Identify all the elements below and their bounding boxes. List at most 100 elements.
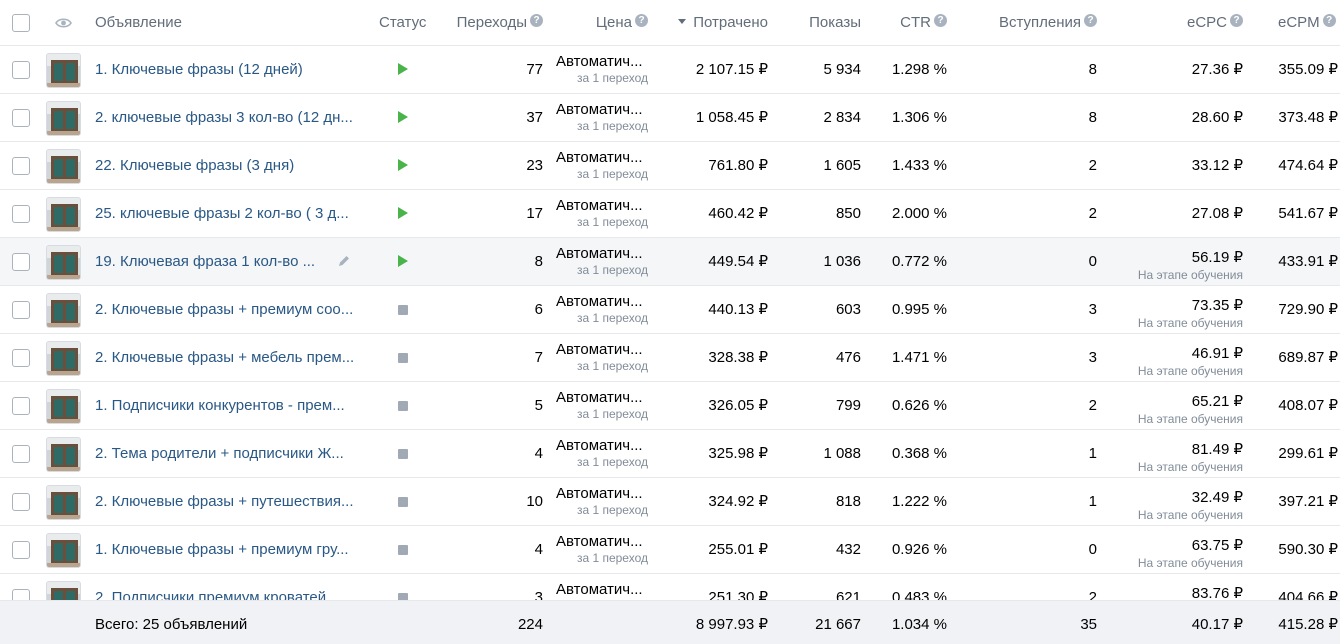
status-stopped-icon[interactable] bbox=[398, 401, 408, 411]
price-cell[interactable]: Автоматич...за 1 переход bbox=[556, 341, 648, 373]
ecpm-value: 397.21 ₽ bbox=[1278, 493, 1338, 510]
ad-thumbnail[interactable] bbox=[46, 533, 81, 568]
clicks-value: 37 bbox=[526, 109, 543, 126]
table-row[interactable]: 2. Тема родители + подписчики Ж... 4 Автом… bbox=[0, 430, 1340, 478]
help-icon[interactable]: ? bbox=[530, 14, 543, 27]
row-checkbox[interactable] bbox=[12, 109, 30, 127]
ad-name-link[interactable]: 2. Ключевые фразы + мебель прем... bbox=[95, 349, 355, 366]
table-row[interactable]: 2. Ключевые фразы + премиум соо... 6 Автом… bbox=[0, 286, 1340, 334]
price-cell[interactable]: Автоматич...за 1 переход bbox=[556, 293, 648, 325]
ad-name-link[interactable]: 2. Тема родители + подписчики Ж... bbox=[95, 445, 344, 462]
price-cell[interactable]: Автоматич...за 1 переход bbox=[556, 197, 648, 229]
help-icon[interactable]: ? bbox=[934, 14, 947, 27]
ecpm-value: 689.87 ₽ bbox=[1278, 349, 1338, 366]
ad-name-link[interactable]: 2. Ключевые фразы + премиум соо... bbox=[95, 301, 354, 318]
row-checkbox[interactable] bbox=[12, 157, 30, 175]
ad-name-link[interactable]: 25. ключевые фразы 2 кол-во ( 3 д... bbox=[95, 205, 349, 222]
joins-value: 8 bbox=[1088, 61, 1097, 78]
col-ctr[interactable]: CTR? bbox=[870, 0, 947, 46]
status-running-icon[interactable] bbox=[398, 159, 408, 171]
select-all-checkbox[interactable] bbox=[12, 14, 30, 32]
table-row[interactable]: 22. Ключевые фразы (3 дня) 23 Автоматич...… bbox=[0, 142, 1340, 190]
price-sub: за 1 переход bbox=[576, 71, 648, 85]
price-cell[interactable]: Автоматич...за 1 переход bbox=[556, 389, 648, 421]
ad-thumbnail[interactable] bbox=[46, 293, 81, 328]
status-stopped-icon[interactable] bbox=[398, 545, 408, 555]
status-stopped-icon[interactable] bbox=[398, 593, 408, 600]
row-checkbox[interactable] bbox=[12, 589, 30, 600]
price-cell[interactable]: Автоматич...за 1 переход bbox=[556, 485, 648, 517]
ad-thumbnail[interactable] bbox=[46, 101, 81, 136]
status-running-icon[interactable] bbox=[398, 63, 408, 75]
table-row[interactable]: 2. Ключевые фразы + путешествия... 10 Авто… bbox=[0, 478, 1340, 526]
row-checkbox[interactable] bbox=[12, 493, 30, 511]
ad-name-link[interactable]: 1. Ключевые фразы (12 дней) bbox=[95, 61, 303, 78]
status-stopped-icon[interactable] bbox=[398, 305, 408, 315]
ad-thumbnail[interactable] bbox=[46, 437, 81, 472]
impressions-value: 818 bbox=[835, 493, 861, 510]
row-checkbox[interactable] bbox=[12, 301, 30, 319]
status-running-icon[interactable] bbox=[398, 255, 408, 267]
ad-name-link[interactable]: 1. Подписчики конкурентов - прем... bbox=[95, 397, 345, 414]
table-row[interactable]: 2. Подписчики премиум кроватей 3 Автоматич… bbox=[0, 574, 1340, 600]
ad-thumbnail[interactable] bbox=[46, 389, 81, 424]
help-icon[interactable]: ? bbox=[1084, 14, 1097, 27]
ad-name-link[interactable]: 2. Ключевые фразы + путешествия... bbox=[95, 493, 354, 510]
row-checkbox[interactable] bbox=[12, 349, 30, 367]
ad-thumbnail[interactable] bbox=[46, 149, 81, 184]
table-row[interactable]: 19. Ключевая фраза 1 кол-во ... 8 Автомати… bbox=[0, 238, 1340, 286]
table-row[interactable]: 2. ключевые фразы 3 кол-во (12 дн... 37 Ав… bbox=[0, 94, 1340, 142]
price-cell[interactable]: Автоматич...за 1 переход bbox=[556, 581, 648, 600]
col-ecpc[interactable]: eCPC? bbox=[1140, 0, 1243, 46]
col-price[interactable]: Цена? bbox=[560, 0, 648, 46]
row-checkbox[interactable] bbox=[12, 61, 30, 79]
row-checkbox[interactable] bbox=[12, 253, 30, 271]
price-cell[interactable]: Автоматич...за 1 переход bbox=[556, 437, 648, 469]
row-checkbox[interactable] bbox=[12, 205, 30, 223]
status-stopped-icon[interactable] bbox=[398, 497, 408, 507]
table-row[interactable]: 1. Подписчики конкурентов - прем... 5 Авто… bbox=[0, 382, 1340, 430]
ad-name-link[interactable]: 2. ключевые фразы 3 кол-во (12 дн... bbox=[95, 109, 353, 126]
col-clicks[interactable]: Переходы? bbox=[440, 0, 543, 46]
ad-thumbnail[interactable] bbox=[46, 197, 81, 232]
table-row[interactable]: 25. ключевые фразы 2 кол-во ( 3 д... 17 Ав… bbox=[0, 190, 1340, 238]
ecpc-value: 63.75 ₽ bbox=[1191, 537, 1243, 554]
table-row[interactable]: 2. Ключевые фразы + мебель прем... 7 Автом… bbox=[0, 334, 1340, 382]
help-icon[interactable]: ? bbox=[1230, 14, 1243, 27]
ecpc-learning-note: На этапе обучения bbox=[1137, 316, 1243, 330]
ad-thumbnail[interactable] bbox=[46, 53, 81, 88]
edit-pencil-icon[interactable] bbox=[337, 254, 351, 268]
status-stopped-icon[interactable] bbox=[398, 353, 408, 363]
col-joins[interactable]: Вступления? bbox=[960, 0, 1097, 46]
price-cell[interactable]: Автоматич...за 1 переход bbox=[556, 245, 648, 277]
ad-name-link[interactable]: 2. Подписчики премиум кроватей bbox=[95, 589, 327, 600]
col-impressions[interactable]: Показы bbox=[780, 0, 861, 46]
ad-thumbnail[interactable] bbox=[46, 485, 81, 520]
ad-name-link[interactable]: 19. Ключевая фраза 1 кол-во ... bbox=[95, 253, 316, 270]
ad-thumbnail[interactable] bbox=[46, 341, 81, 376]
ad-thumbnail[interactable] bbox=[46, 245, 81, 280]
status-stopped-icon[interactable] bbox=[398, 449, 408, 459]
price-cell[interactable]: Автоматич...за 1 переход bbox=[556, 101, 648, 133]
row-checkbox[interactable] bbox=[12, 445, 30, 463]
status-running-icon[interactable] bbox=[398, 207, 408, 219]
price-cell[interactable]: Автоматич...за 1 переход bbox=[556, 53, 648, 85]
col-spent[interactable]: Потрачено bbox=[660, 0, 768, 46]
col-status[interactable]: Статус bbox=[379, 0, 426, 46]
col-ecpm[interactable]: eCPM? bbox=[1278, 0, 1336, 46]
price-cell[interactable]: Автоматич...за 1 переход bbox=[556, 149, 648, 181]
spent-value: 251.30 ₽ bbox=[708, 589, 768, 600]
ad-name-link[interactable]: 1. Ключевые фразы + премиум гру... bbox=[95, 541, 349, 558]
help-icon[interactable]: ? bbox=[635, 14, 648, 27]
row-checkbox[interactable] bbox=[12, 541, 30, 559]
status-running-icon[interactable] bbox=[398, 111, 408, 123]
table-row[interactable]: 1. Ключевые фразы + премиум гру... 4 Автом… bbox=[0, 526, 1340, 574]
price-cell[interactable]: Автоматич...за 1 переход bbox=[556, 533, 648, 565]
row-checkbox[interactable] bbox=[12, 397, 30, 415]
ad-thumbnail[interactable] bbox=[46, 581, 81, 600]
ad-name-link[interactable]: 22. Ключевые фразы (3 дня) bbox=[95, 157, 295, 174]
table-row[interactable]: 1. Ключевые фразы (12 дней) 77 Автоматич..… bbox=[0, 46, 1340, 94]
col-ad[interactable]: Объявление bbox=[95, 0, 182, 46]
eye-icon[interactable] bbox=[55, 16, 72, 30]
help-icon[interactable]: ? bbox=[1322, 14, 1336, 27]
